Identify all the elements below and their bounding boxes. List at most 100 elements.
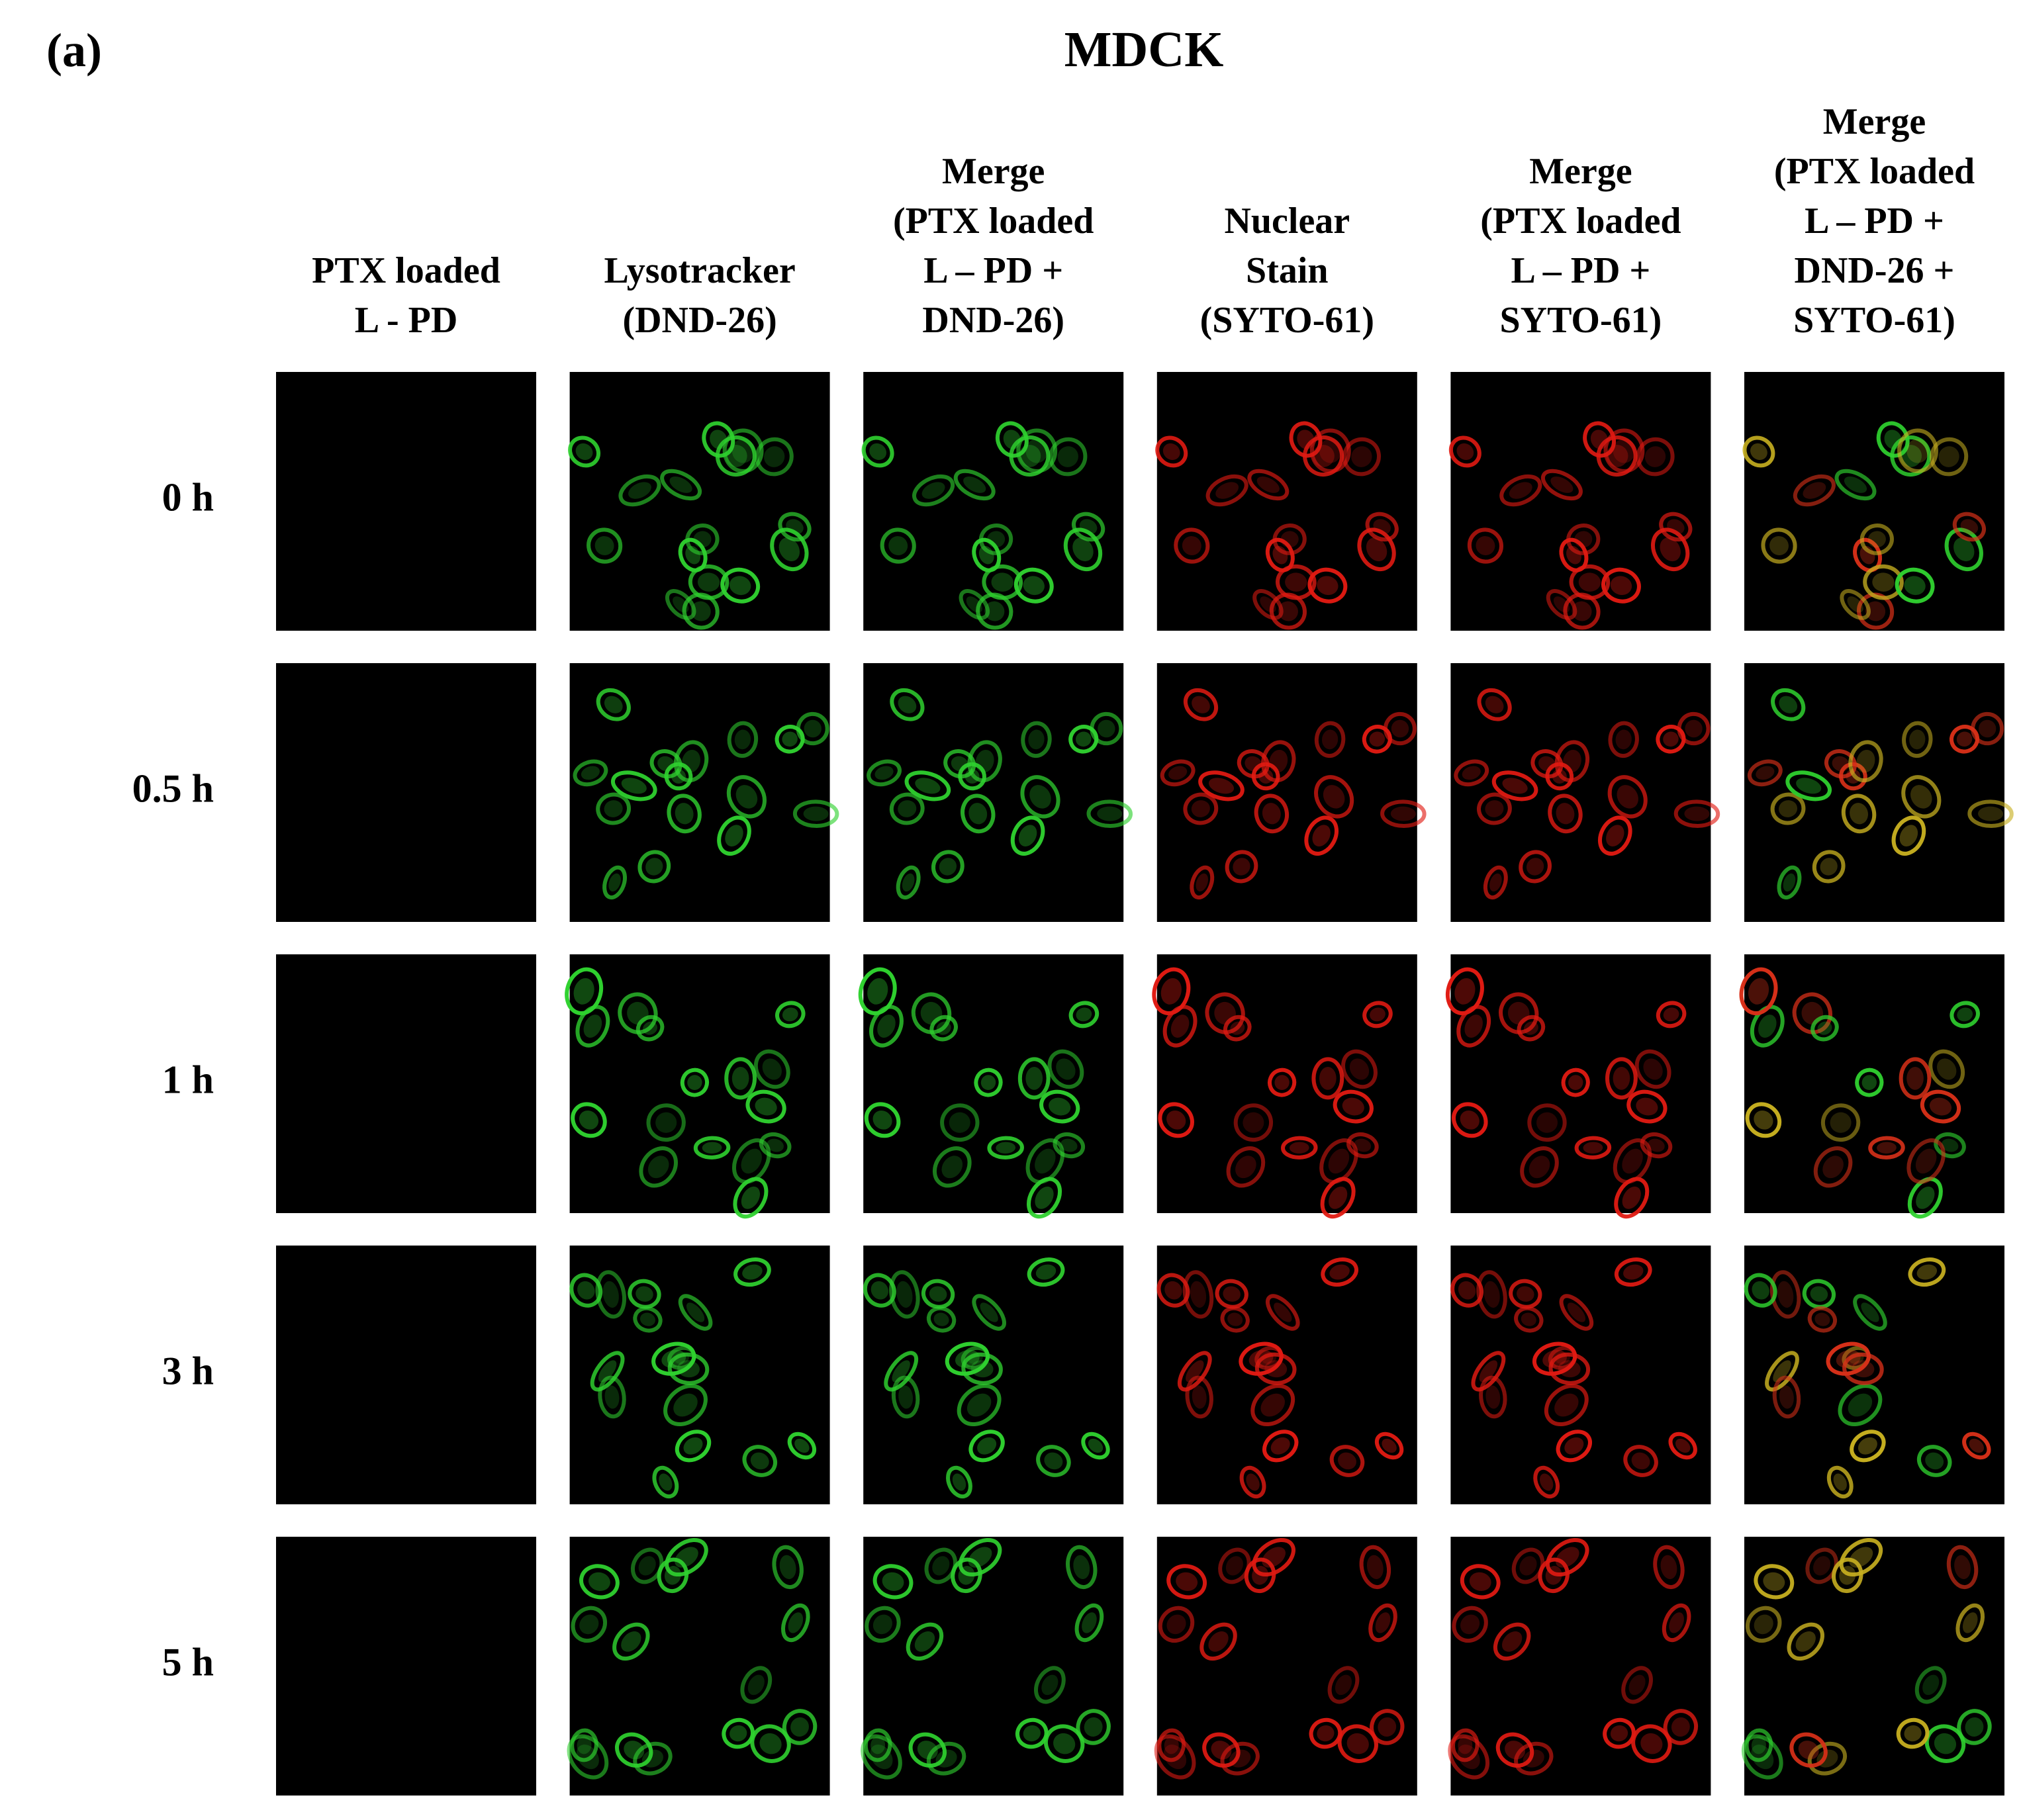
cell-body [1526, 858, 1544, 876]
cell-body [1754, 1110, 1773, 1130]
cell [651, 1342, 696, 1376]
cell-body [759, 1733, 782, 1754]
cell-body [1390, 806, 1416, 821]
cell [1741, 1734, 1783, 1780]
cell-body [1906, 438, 1929, 463]
cell-body [661, 1349, 686, 1368]
cell [1621, 1666, 1653, 1704]
cell [787, 1432, 817, 1460]
cell-body [1631, 1452, 1650, 1470]
cell [1812, 850, 1846, 884]
cell [618, 474, 661, 507]
cell [1467, 527, 1504, 564]
cell-body [1663, 731, 1679, 747]
micrograph-panel [1156, 663, 1427, 922]
cell-body [742, 1264, 763, 1280]
cell-body [867, 978, 888, 1005]
cell-body [1839, 1566, 1856, 1585]
column-header: Lysotracker [604, 250, 795, 291]
cell [628, 1279, 661, 1309]
cell-body [1969, 1438, 1984, 1453]
cell [1623, 1445, 1658, 1477]
cell-body [1803, 482, 1826, 499]
cell-body [638, 1556, 656, 1576]
column-header: Stain [1246, 250, 1329, 291]
cell [665, 589, 696, 620]
cell-body [1166, 1110, 1186, 1130]
cell-body [1319, 1066, 1337, 1090]
cell-body [1622, 1186, 1641, 1209]
cell [1546, 1537, 1589, 1577]
cell [1890, 435, 1932, 477]
cell-body [1208, 778, 1235, 794]
panel-background [276, 663, 536, 922]
cell [951, 1557, 982, 1594]
cell [665, 1537, 708, 1577]
cell-body [1098, 719, 1115, 738]
cell [639, 1146, 679, 1188]
cell [1868, 1136, 1905, 1160]
cell-body [1758, 1015, 1777, 1038]
cell-body [576, 1745, 599, 1770]
panel-background [1450, 954, 1711, 1213]
cell [1374, 1432, 1404, 1460]
cell [1261, 740, 1296, 783]
cell-body [963, 477, 986, 493]
cell-body [1623, 1264, 1644, 1280]
micrograph-panel [276, 1246, 536, 1504]
cell [1081, 1432, 1110, 1460]
cell [1785, 770, 1832, 801]
cell-body [1538, 756, 1556, 772]
cell-body [1285, 572, 1307, 592]
cell [753, 1049, 790, 1089]
cell-body [1502, 1631, 1523, 1652]
panel-background [1156, 372, 1417, 631]
cell-body [1540, 1473, 1554, 1491]
cell [1517, 1015, 1546, 1042]
cell [1327, 1666, 1360, 1704]
cell-body [1748, 978, 1769, 1005]
cell-body [1192, 1385, 1207, 1409]
cell-body [1568, 1075, 1583, 1090]
cell-body [697, 572, 720, 592]
cell [1605, 1057, 1638, 1100]
cell [1198, 770, 1245, 801]
cell-body [1751, 1736, 1766, 1754]
cell [968, 1430, 1005, 1463]
cell-body [1779, 1385, 1794, 1409]
cell [972, 1294, 1006, 1331]
cell [1020, 775, 1060, 819]
cell [1479, 1375, 1507, 1419]
cell [1047, 1049, 1084, 1089]
cell-body [915, 778, 941, 794]
cell-body [683, 1437, 703, 1455]
cell [657, 1557, 689, 1594]
cell [906, 1622, 944, 1661]
cell [664, 762, 693, 791]
cell-body [608, 873, 621, 892]
cell [1199, 1622, 1237, 1661]
cell [1634, 1049, 1671, 1089]
cell [1205, 474, 1248, 507]
cell [598, 1375, 626, 1419]
cell-body [767, 1138, 784, 1152]
cell [1770, 792, 1806, 825]
cell [637, 850, 671, 884]
cell [1454, 759, 1489, 787]
cell [1944, 527, 1983, 571]
cell [663, 1384, 708, 1427]
cell-body [1941, 1138, 1959, 1152]
cell-body [1312, 825, 1331, 846]
cell [912, 474, 955, 507]
cell [693, 1136, 731, 1160]
cell [772, 1545, 804, 1590]
cell-body [647, 1156, 669, 1179]
cell [724, 1057, 757, 1100]
cell-body [1516, 1286, 1534, 1302]
cell [869, 1005, 904, 1048]
column-header: Merge [1823, 101, 1926, 142]
panel-background [1744, 1246, 2004, 1504]
cell [1745, 1606, 1782, 1643]
cell-body [1335, 1674, 1352, 1696]
